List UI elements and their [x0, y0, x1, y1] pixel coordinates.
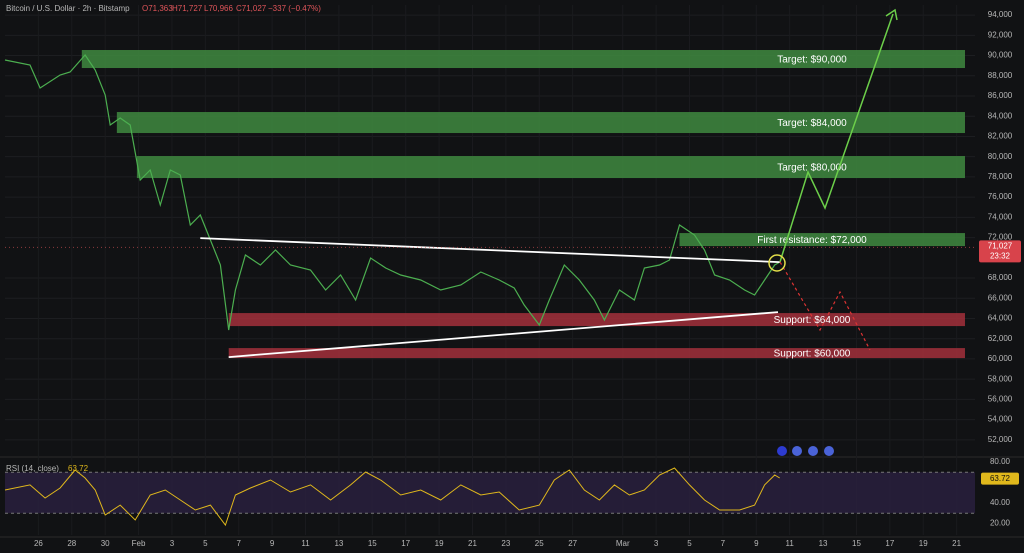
y-tick-label: 60,000: [988, 354, 1013, 363]
y-tick-label: 52,000: [988, 435, 1013, 444]
close: C71,027: [236, 4, 267, 13]
zone-label: Target: $80,000: [777, 163, 847, 174]
x-tick-label: 11: [786, 539, 795, 548]
x-tick-label: 7: [237, 539, 242, 548]
y-tick-label: 86,000: [988, 91, 1013, 100]
zone-label: Target: $90,000: [777, 55, 847, 66]
x-tick-label: 21: [468, 539, 477, 548]
rsi-band: [5, 472, 975, 514]
x-tick-label: 17: [401, 539, 410, 548]
rsi-title: RSI (14, close): [6, 464, 59, 473]
x-tick-label: 26: [34, 539, 43, 548]
y-tick-label: 64,000: [988, 314, 1013, 323]
y-tick-label: 56,000: [988, 394, 1013, 403]
price-line: [4, 54, 781, 331]
y-tick-label: 66,000: [988, 293, 1013, 302]
event-icon: [808, 446, 818, 456]
y-tick-label: 68,000: [988, 273, 1013, 282]
x-tick-label: 30: [101, 539, 110, 548]
x-tick-label: 5: [203, 539, 208, 548]
x-tick-label: 5: [687, 539, 692, 548]
last-price-tag: [979, 240, 1021, 263]
x-tick-label: 9: [270, 539, 275, 548]
zone-label: Support: $64,000: [774, 315, 851, 326]
y-tick-label: 78,000: [988, 172, 1013, 181]
x-tick-label: 27: [568, 539, 577, 548]
last-price: 71,027: [988, 242, 1013, 251]
x-tick-label: 13: [819, 539, 828, 548]
x-tick-label: 21: [952, 539, 961, 548]
countdown: 23:32: [990, 252, 1011, 261]
x-tick-label: Mar: [616, 539, 630, 548]
rsi-last-value: 63.72: [990, 474, 1011, 483]
event-icon: [824, 446, 834, 456]
x-tick-label: 7: [721, 539, 726, 548]
x-tick-label: 3: [170, 539, 175, 548]
x-tick-label: 17: [885, 539, 894, 548]
high: H71,727: [172, 4, 203, 13]
y-tick-label: 74,000: [988, 212, 1013, 221]
y-tick-label: 82,000: [988, 132, 1013, 141]
y-tick-label: 92,000: [988, 30, 1013, 39]
price-zone: [679, 233, 965, 247]
plot: 94,000 92,000 90,000 88,000 86,000 84,000 82,0…: [4, 10, 1021, 548]
rsi-line: [4, 467, 780, 527]
event-icon: [792, 446, 802, 456]
y-tick-label: 88,000: [988, 71, 1013, 80]
x-tick-label: 23: [501, 539, 510, 548]
symbol: Bitcoin / U.S. Dollar · 2h · Bitstamp: [6, 4, 130, 13]
x-tick-label: Feb: [132, 539, 146, 548]
x-tick-label: 25: [535, 539, 544, 548]
x-tick-label: 15: [852, 539, 861, 548]
rsi-title-value: 63.72: [68, 464, 89, 473]
change: −337 (−0.47%): [268, 4, 321, 13]
price-zone: [228, 313, 965, 327]
y-tick-label: 80.00: [990, 457, 1011, 466]
zone-label: First resistance: $72,000: [757, 235, 867, 246]
x-tick-label: 3: [654, 539, 659, 548]
y-tick-label: 80,000: [988, 152, 1013, 161]
y-tick-label: 58,000: [988, 374, 1013, 383]
grid: [0, 5, 1024, 538]
low: L70,966: [204, 4, 233, 13]
price-zone: [136, 156, 965, 179]
y-tick-label: 40.00: [990, 498, 1011, 507]
y-tick-label: 90,000: [988, 51, 1013, 60]
y-tick-label: 84,000: [988, 111, 1013, 120]
y-tick-label: 62,000: [988, 334, 1013, 343]
y-tick-label: 94,000: [988, 10, 1013, 19]
zone-label: Target: $84,000: [777, 118, 847, 129]
event-icons: [777, 446, 834, 456]
breakout-marker: [768, 254, 786, 272]
event-icon: [777, 446, 787, 456]
x-tick-label: 19: [435, 539, 444, 548]
y-tick-label: 72,000: [988, 233, 1013, 242]
zone-label: Support: $60,000: [774, 349, 851, 360]
y-tick-label: 20.00: [990, 519, 1011, 528]
trendline: [228, 311, 779, 358]
x-tick-label: 11: [301, 539, 310, 548]
bullish-projection: [779, 13, 894, 263]
x-tick-label: 13: [334, 539, 343, 548]
y-tick-label: 76,000: [988, 192, 1013, 201]
x-tick-label: 28: [67, 539, 76, 548]
price-zone: [81, 50, 965, 69]
rsi-tag: [981, 472, 1019, 485]
y-tick-label: 54,000: [988, 415, 1013, 424]
price-zone: [116, 112, 965, 134]
x-tick-label: 19: [919, 539, 928, 548]
price-zone: [228, 348, 965, 359]
x-tick-label: 15: [368, 539, 377, 548]
open: O71,363: [142, 4, 173, 13]
x-tick-label: 9: [754, 539, 759, 548]
trendline: [200, 237, 780, 263]
arrow-head: [885, 8, 898, 21]
